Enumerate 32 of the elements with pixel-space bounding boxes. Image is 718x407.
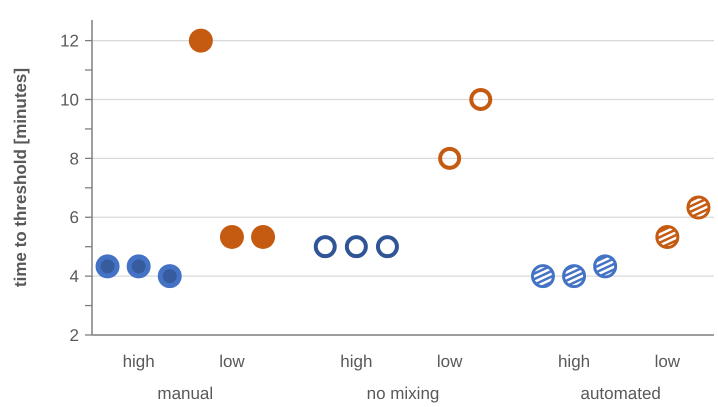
point	[220, 224, 244, 249]
y-tick-label: 6	[70, 208, 79, 228]
point	[593, 254, 618, 278]
x-tick-label: low	[654, 352, 681, 371]
point	[562, 264, 586, 288]
y-tick-label: 2	[70, 326, 79, 345]
y-tick-label: 4	[70, 267, 79, 286]
point	[96, 254, 120, 278]
y-tick-label: 10	[60, 90, 79, 110]
y-axis-title: time to threshold [minutes]	[11, 68, 30, 288]
point	[314, 235, 337, 258]
point	[126, 254, 151, 278]
text: no mixing	[366, 384, 440, 403]
point	[655, 224, 680, 249]
y-tick-label: 12	[60, 32, 79, 51]
text: automated	[580, 384, 661, 403]
point	[469, 88, 492, 111]
point	[530, 264, 555, 288]
point	[344, 235, 368, 258]
point	[188, 28, 213, 53]
point	[376, 235, 399, 258]
point	[686, 196, 710, 220]
point	[158, 264, 182, 288]
x-tick-label: low	[436, 352, 464, 371]
point	[438, 146, 462, 170]
x-tick-label: high	[340, 352, 372, 371]
x-tick-label: low	[219, 352, 246, 371]
y-tick-label: 8	[70, 149, 79, 168]
text: manual	[157, 384, 214, 403]
point	[251, 224, 276, 249]
x-tick-label: high	[122, 352, 155, 371]
x-tick-label: high	[558, 352, 590, 371]
